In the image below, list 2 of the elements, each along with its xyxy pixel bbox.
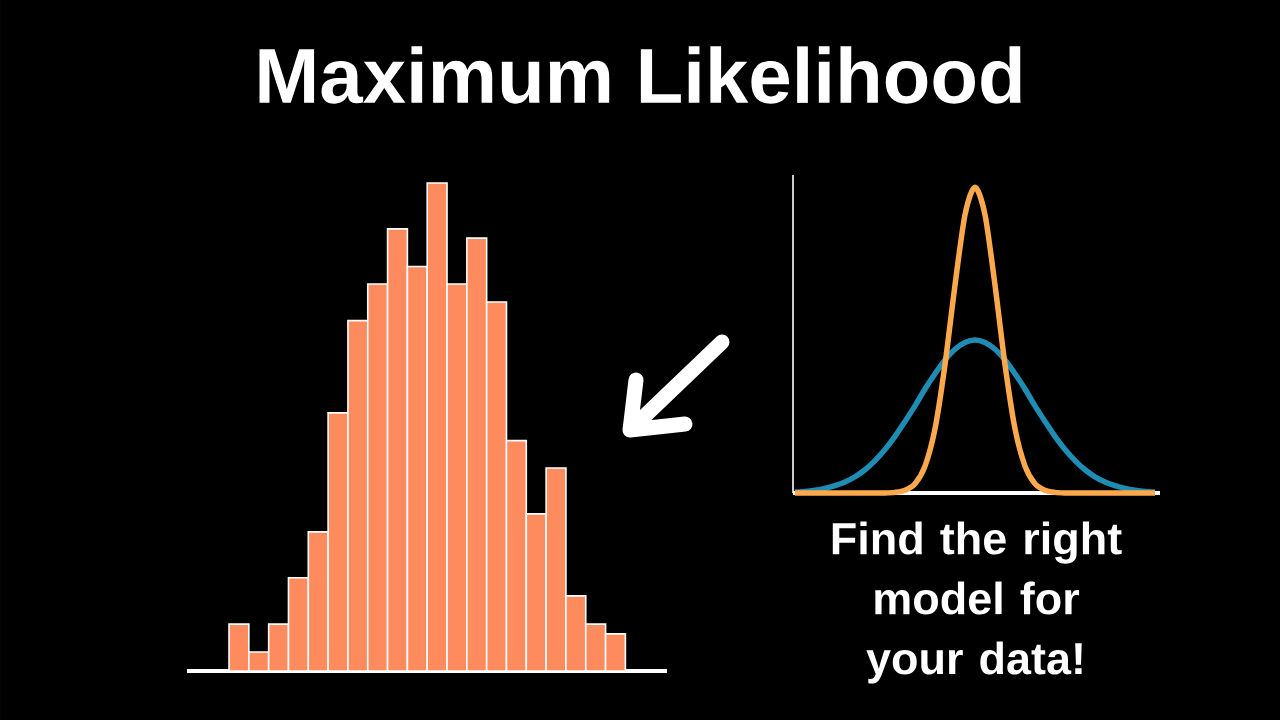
text: Find the right model for your data! — [832, 521, 1122, 684]
chart-title: Maximum Likelihood — [259, 46, 1021, 104]
